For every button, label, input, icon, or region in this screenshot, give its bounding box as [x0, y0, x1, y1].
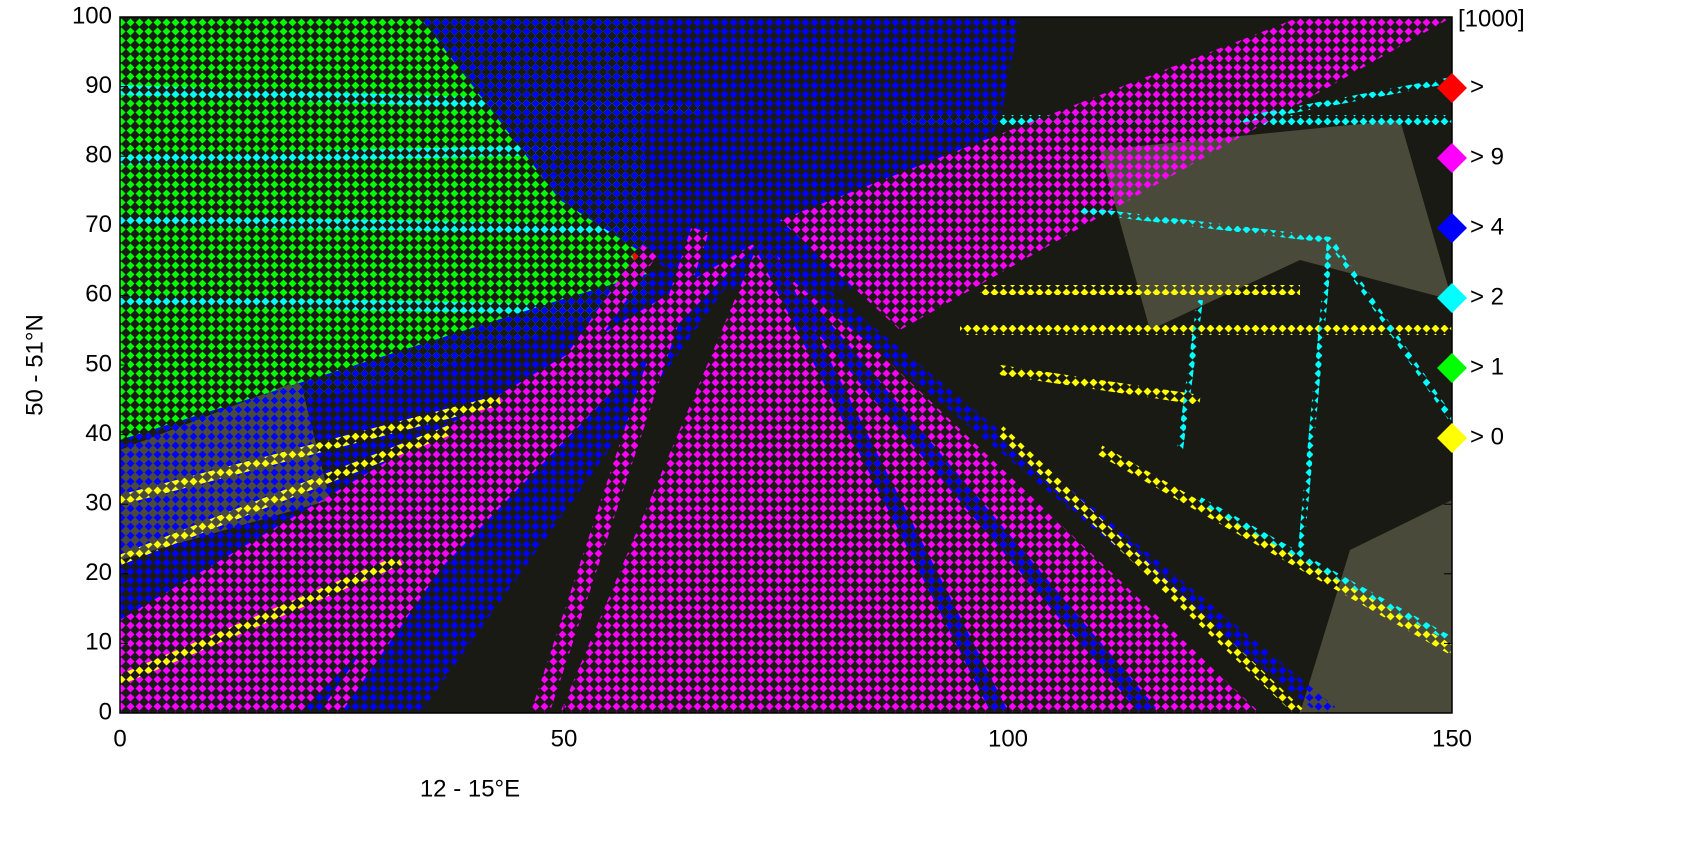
y-tick-label: 60: [85, 281, 112, 308]
legend-label: > 2: [1470, 283, 1504, 310]
legend-marker: [1437, 423, 1467, 453]
point-band: [120, 85, 1452, 315]
legend-marker: [1437, 283, 1467, 313]
y-tick-label: 80: [85, 142, 112, 169]
point-band: [120, 395, 502, 685]
x-tick-label: 100: [988, 725, 1028, 752]
legend-label: > 4: [1470, 213, 1504, 240]
y-tick-label: 100: [72, 2, 112, 29]
y-tick-label: 40: [85, 420, 112, 447]
legend-label: > 9: [1470, 143, 1504, 170]
legend-label: > 0: [1470, 423, 1504, 450]
y-axis-label: 50 - 51°N: [21, 314, 48, 416]
point-band: [322, 227, 709, 713]
legend-marker: [1437, 213, 1467, 243]
x-tick-label: 150: [1432, 725, 1472, 752]
legend-label: > 1: [1470, 353, 1504, 380]
y-tick-label: 70: [85, 211, 112, 238]
y-tick-label: 20: [85, 559, 112, 586]
y-tick-label: 50: [85, 350, 112, 377]
legend-marker: [1437, 353, 1467, 383]
legend-marker: [1437, 143, 1467, 173]
legend-marker: [1437, 73, 1467, 103]
x-tick-label: 50: [551, 725, 578, 752]
legend-title: [1000]: [1458, 5, 1525, 32]
x-tick-label: 0: [113, 725, 126, 752]
y-tick-label: 0: [99, 698, 112, 725]
point-fields: [120, 17, 1452, 713]
point-band: [1079, 77, 1452, 643]
y-tick-label: 90: [85, 72, 112, 99]
y-tick-label: 30: [85, 490, 112, 517]
point-field: [560, 240, 1260, 713]
point-field: [120, 240, 760, 713]
point-field: [630, 250, 640, 262]
legend-label: >: [1470, 73, 1484, 100]
point-band: [960, 285, 1452, 713]
plot-field: [120, 17, 1452, 713]
terrain: [120, 120, 1452, 713]
x-axis-label: 12 - 15°E: [420, 775, 520, 802]
point-field: [780, 17, 1452, 330]
y-tick-label: 10: [85, 629, 112, 656]
